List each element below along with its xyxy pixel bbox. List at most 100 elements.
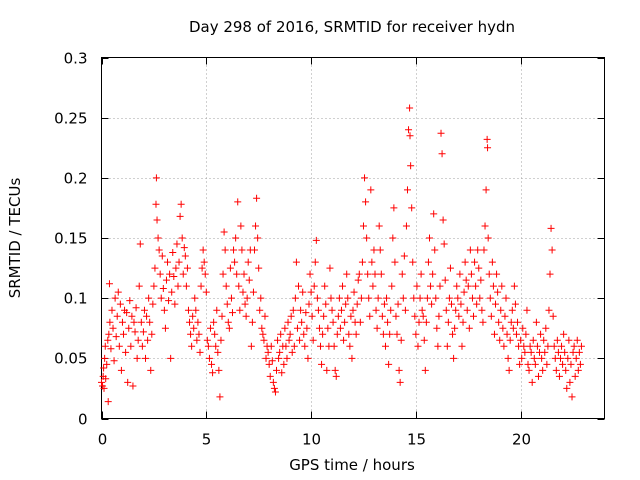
data-point [350,288,358,296]
data-point [450,354,458,362]
data-point [241,300,249,308]
y-tick-label: 0.1 [64,290,88,308]
data-point [306,270,314,278]
data-point [188,342,196,350]
data-point [216,393,224,401]
data-point [494,288,502,296]
data-point [464,282,472,290]
data-point [328,306,336,314]
data-point [262,354,270,362]
data-point [298,318,306,326]
data-point [465,324,473,332]
data-point [173,240,181,248]
data-point [577,342,585,350]
data-point [460,288,468,296]
data-point [468,294,476,302]
data-point [257,294,265,302]
data-point [283,354,291,362]
axis-ticks [101,57,605,420]
data-point [501,312,509,320]
data-point [224,318,232,326]
data-point [269,378,277,386]
data-point [549,312,557,320]
data-point [487,312,495,320]
data-point [125,324,133,332]
data-point [122,348,130,356]
y-tick-label: 0.25 [54,110,87,128]
data-point [380,300,388,308]
data-point [146,318,154,326]
data-point [286,330,294,338]
data-point [317,342,325,350]
data-point [182,282,190,290]
data-point [361,174,369,182]
data-point [437,129,445,137]
data-point [333,330,341,338]
data-point [505,366,513,374]
data-point [136,240,144,248]
data-point [478,306,486,314]
data-point [525,366,533,374]
data-point [240,270,248,278]
data-point [126,297,134,305]
data-point [149,300,157,308]
data-point [174,282,182,290]
data-point [520,342,528,350]
data-point [379,330,387,338]
data-point [430,210,438,218]
data-point [457,300,465,308]
data-point [302,309,310,317]
data-point [137,318,145,326]
data-point [208,360,216,368]
data-point [289,306,297,314]
data-point [297,306,305,314]
data-point [381,342,389,350]
data-point [330,342,338,350]
data-point [572,354,580,362]
data-point [405,126,413,134]
data-point [346,342,354,350]
data-point [418,306,426,314]
data-point [158,252,166,260]
data-point [237,222,245,230]
data-point [264,348,272,356]
data-point [400,252,408,260]
data-point [231,258,239,266]
data-point [499,324,507,332]
data-point [223,300,231,308]
data-point [363,234,371,242]
data-point [102,375,110,383]
data-point [304,354,312,362]
data-point [109,324,117,332]
data-point [432,294,440,302]
data-point [239,288,247,296]
data-points [98,104,585,406]
data-point [268,357,276,365]
data-point [477,276,485,284]
data-point [339,282,347,290]
data-point [312,236,320,244]
data-point [190,324,198,332]
data-point [255,264,263,272]
data-point [348,354,356,362]
data-point [431,246,439,254]
data-point [197,282,205,290]
data-point [510,282,518,290]
data-point [481,222,489,230]
data-point [488,258,496,266]
data-point [120,330,128,338]
data-point [392,312,400,320]
data-point [193,336,201,344]
data-point [544,342,552,350]
data-point [245,276,253,284]
data-point [110,357,118,365]
data-point [570,342,578,350]
data-point [303,324,311,332]
data-point [278,369,286,377]
data-point [113,312,121,320]
data-point [176,212,184,220]
data-point [459,318,467,326]
data-point [199,246,207,254]
data-point [341,318,349,326]
data-point [383,294,391,302]
